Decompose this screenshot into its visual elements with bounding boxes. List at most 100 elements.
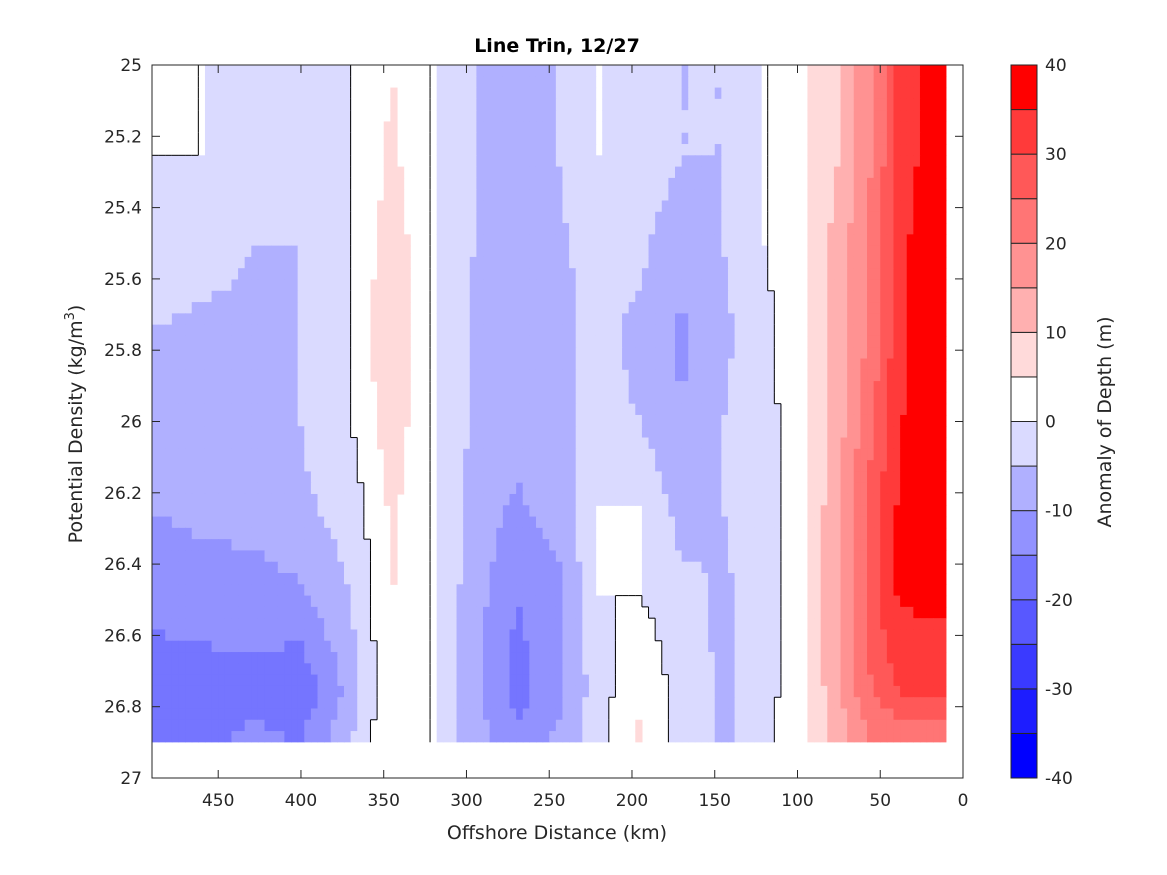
field-cell [535,437,544,450]
field-cell [436,516,444,529]
field-cell [694,76,703,89]
field-cell [337,606,345,619]
field-cell [555,144,564,156]
field-cell [436,414,444,427]
field-cell [224,460,233,473]
field-cell [337,302,345,314]
field-cell [509,505,517,518]
field-cell [814,268,822,281]
field-cell [714,245,722,258]
field-cell [747,65,756,77]
field-cell [489,516,497,529]
field-cell [814,392,822,405]
field-cell [509,65,517,77]
field-cell [456,595,464,608]
field-cell [297,87,305,100]
field-cell [886,234,895,247]
field-cell [403,403,411,416]
field-cell [516,177,524,190]
field-cell [681,358,689,371]
field-cell [291,550,299,563]
field-cell [218,584,226,597]
field-cell [847,561,855,574]
field-cell [900,358,908,371]
field-cell [483,290,491,303]
field-cell [641,290,650,303]
field-cell [390,302,398,314]
field-cell [264,527,272,540]
field-cell [833,347,842,360]
field-cell [860,302,868,314]
field-cell [324,256,332,269]
field-cell [555,516,564,529]
field-cell [562,584,570,597]
field-cell [708,268,716,281]
field-cell [860,573,868,585]
field-cell [628,414,636,427]
field-cell [900,471,908,484]
field-cell [231,234,239,247]
field-cell [185,279,193,292]
field-cell [476,595,484,608]
field-cell [443,234,451,247]
field-cell [198,358,206,371]
field-cell [641,516,650,529]
field-cell [906,448,914,461]
field-cell [688,302,696,314]
field-cell [509,426,517,439]
field-cell [873,166,881,179]
field-cell [185,155,193,168]
field-cell [165,539,173,552]
field-cell [343,426,352,439]
field-cell [648,65,656,77]
field-cell [403,268,411,281]
field-cell [198,245,206,258]
field-cell [641,426,650,439]
field-cell [893,493,901,506]
field-cell [873,437,881,450]
field-cell [463,505,471,518]
field-cell [165,573,173,585]
field-cell [516,110,524,123]
field-cell [317,595,325,608]
field-cell [549,313,557,326]
field-cell [264,302,272,314]
field-cell [622,223,630,235]
field-cell [906,539,914,552]
field-cell [171,437,180,450]
field-cell [436,358,444,371]
field-cell [767,493,775,506]
field-cell [900,584,908,597]
field-cell [919,392,928,405]
field-cell [615,211,623,224]
field-cell [926,268,934,281]
field-cell [317,381,325,393]
field-cell [337,527,345,540]
field-cell [469,482,477,495]
field-cell [860,561,868,574]
field-cell [185,403,193,416]
field-cell [608,606,617,619]
field-cell [509,256,517,269]
field-cell [807,403,815,416]
field-cell [900,482,908,495]
field-cell [655,539,663,552]
field-cell [688,426,696,439]
field-cell [165,460,173,473]
field-cell [754,98,762,111]
field-cell [443,211,451,224]
field-cell [555,234,564,247]
field-cell [337,347,345,360]
field-cell [939,290,947,303]
field-cell [463,279,471,292]
field-cell [403,279,411,292]
field-cell [661,471,669,484]
field-cell [185,234,193,247]
field-cell [655,256,663,269]
field-cell [390,132,398,145]
field-cell [814,256,822,269]
field-cell [178,550,186,563]
field-cell [675,132,683,145]
field-cell [198,155,206,168]
field-cell [271,460,279,473]
